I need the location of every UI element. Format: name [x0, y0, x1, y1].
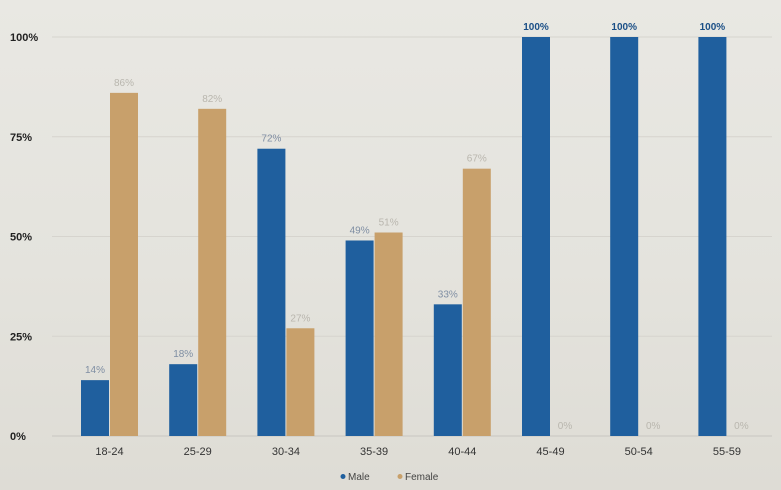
data-label: 67% [467, 154, 487, 165]
x-tick-label: 30-34 [272, 446, 300, 458]
x-tick-label: 45-49 [536, 446, 564, 458]
legend-marker-male [340, 474, 346, 479]
data-label: 0% [646, 421, 661, 432]
bar-female [374, 232, 403, 436]
bar-male [433, 304, 462, 436]
x-tick-label: 50-54 [625, 446, 653, 458]
gridlines [52, 36, 772, 437]
x-tick-label: 25-29 [184, 446, 212, 458]
bar-female [110, 92, 138, 437]
bar-male [81, 380, 109, 436]
data-label: 0% [558, 421, 573, 432]
x-tick-label: 55-59 [713, 446, 741, 458]
bar-male [345, 240, 374, 436]
data-label: 100% [523, 22, 549, 33]
data-label: 49% [350, 225, 370, 236]
data-labels: 14% 86% 18% 82% 72% 27% 49% 51% 33% 67% 100% 0% 100%… [85, 22, 749, 432]
data-label: 27% [290, 313, 310, 324]
y-axis-ticks: 0% 25% 50% 75% 100% [10, 32, 38, 443]
y-tick-label: 100% [10, 32, 38, 44]
bar-female [462, 168, 491, 437]
data-label: 100% [611, 22, 637, 33]
bar-male [610, 37, 639, 436]
bar-female [286, 328, 315, 436]
data-label: 82% [202, 94, 222, 105]
data-label: 51% [379, 218, 399, 229]
y-tick-label: 25% [10, 331, 32, 343]
bar-male [169, 364, 198, 436]
y-tick-label: 50% [10, 232, 32, 244]
data-label: 86% [114, 78, 134, 89]
data-label: 33% [438, 289, 458, 300]
y-tick-label: 0% [10, 431, 26, 443]
x-axis-categories: 18-24 25-29 30-34 35-39 40-44 45-49 50-54 55-59 [95, 446, 741, 458]
data-label: 18% [173, 349, 193, 360]
data-label: 100% [700, 22, 726, 33]
legend-marker-female [397, 474, 403, 479]
bar-male [522, 37, 550, 436]
legend-label-male: Male [348, 472, 370, 483]
data-label: 72% [261, 134, 281, 145]
x-tick-label: 18-24 [95, 446, 123, 458]
x-tick-label: 35-39 [360, 446, 388, 458]
y-tick-label: 75% [10, 132, 32, 144]
bar-male [257, 148, 286, 436]
bar-female [198, 108, 227, 436]
bar-male [698, 37, 727, 436]
legend-label-female: Female [405, 472, 439, 483]
data-label: 0% [734, 421, 749, 432]
legend: Male Female [340, 472, 439, 483]
data-label: 14% [85, 365, 105, 376]
x-tick-label: 40-44 [448, 446, 476, 458]
bar-series [81, 37, 727, 437]
